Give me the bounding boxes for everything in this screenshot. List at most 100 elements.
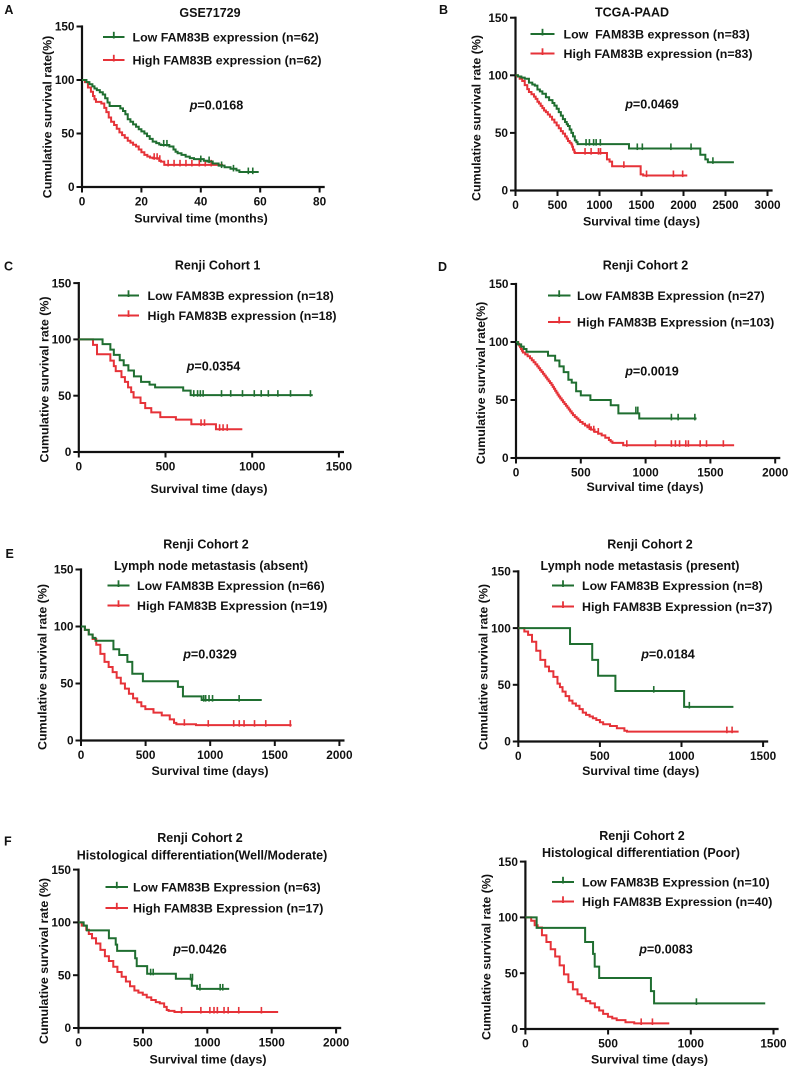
svg-text:0: 0 bbox=[76, 460, 83, 474]
svg-text:0: 0 bbox=[504, 735, 511, 749]
svg-text:1000: 1000 bbox=[586, 198, 613, 212]
svg-text:100: 100 bbox=[498, 911, 518, 925]
svg-text:0: 0 bbox=[67, 734, 74, 748]
svg-text:50: 50 bbox=[495, 393, 509, 407]
svg-text:Histological differentiation(W: Histological differentiation(Well/Modera… bbox=[77, 848, 327, 862]
svg-text:100: 100 bbox=[491, 621, 511, 635]
svg-text:Survival time (days): Survival time (days) bbox=[151, 764, 268, 778]
svg-text:150: 150 bbox=[491, 565, 511, 579]
svg-text:Cumulative survival rate (%): Cumulative survival rate (%) bbox=[469, 35, 483, 201]
svg-text:Renji Cohort 1: Renji Cohort 1 bbox=[175, 258, 260, 272]
svg-text:500: 500 bbox=[156, 460, 176, 474]
svg-text:150: 150 bbox=[54, 563, 74, 577]
svg-text:p=0.0426: p=0.0426 bbox=[172, 942, 227, 956]
svg-text:Low FAM83B expression (n=18): Low FAM83B expression (n=18) bbox=[148, 289, 334, 303]
svg-text:Survival time (days): Survival time (days) bbox=[583, 214, 700, 228]
svg-text:0: 0 bbox=[79, 195, 86, 209]
svg-text:150: 150 bbox=[55, 20, 75, 34]
svg-text:1500: 1500 bbox=[750, 749, 777, 763]
svg-text:Survival time (days): Survival time (days) bbox=[150, 482, 267, 496]
svg-text:High FAM83B expression (n=62): High FAM83B expression (n=62) bbox=[133, 53, 322, 67]
svg-text:Cumulative survival rate (%): Cumulative survival rate (%) bbox=[476, 584, 490, 750]
svg-text:High FAM83B Expression (n=19): High FAM83B Expression (n=19) bbox=[137, 599, 327, 613]
svg-text:500: 500 bbox=[136, 748, 156, 762]
svg-text:100: 100 bbox=[51, 916, 71, 930]
svg-text:40: 40 bbox=[194, 195, 208, 209]
svg-text:Low FAM83B expresson (n=83): Low FAM83B expresson (n=83) bbox=[564, 27, 750, 41]
svg-text:1000: 1000 bbox=[632, 466, 659, 480]
svg-text:Renji Cohort 2: Renji Cohort 2 bbox=[163, 537, 248, 551]
svg-text:500: 500 bbox=[571, 466, 591, 480]
svg-text:500: 500 bbox=[598, 1037, 618, 1051]
svg-text:20: 20 bbox=[135, 195, 149, 209]
svg-text:Survival time (days): Survival time (days) bbox=[582, 764, 699, 778]
svg-text:50: 50 bbox=[61, 127, 75, 141]
svg-text:TCGA-PAAD: TCGA-PAAD bbox=[595, 5, 669, 19]
svg-text:1500: 1500 bbox=[697, 466, 724, 480]
svg-text:E: E bbox=[6, 547, 14, 561]
svg-text:1500: 1500 bbox=[628, 198, 655, 212]
svg-text:Survival time (days): Survival time (days) bbox=[591, 1052, 708, 1066]
svg-text:Survival time (months): Survival time (months) bbox=[134, 211, 268, 225]
svg-text:2000: 2000 bbox=[323, 1036, 350, 1050]
svg-text:50: 50 bbox=[495, 126, 509, 140]
svg-text:Cumulative survival rate (%): Cumulative survival rate (%) bbox=[36, 584, 50, 750]
svg-text:1500: 1500 bbox=[326, 460, 353, 474]
svg-text:Renji Cohort 2: Renji Cohort 2 bbox=[607, 537, 692, 551]
svg-text:50: 50 bbox=[58, 389, 72, 403]
svg-text:0: 0 bbox=[64, 1021, 71, 1035]
svg-text:High FAM83B Expression (n=103): High FAM83B Expression (n=103) bbox=[577, 315, 774, 329]
svg-text:0: 0 bbox=[511, 1022, 518, 1036]
svg-text:150: 150 bbox=[51, 863, 71, 877]
svg-text:p=0.0329: p=0.0329 bbox=[182, 647, 237, 661]
svg-text:2000: 2000 bbox=[670, 198, 697, 212]
svg-text:Histological differentiation (: Histological differentiation (Poor) bbox=[542, 846, 740, 860]
svg-text:0: 0 bbox=[65, 445, 72, 459]
svg-text:0: 0 bbox=[522, 1037, 529, 1051]
svg-text:p=0.0168: p=0.0168 bbox=[189, 98, 244, 112]
svg-text:High FAM83B Expression (n=17): High FAM83B Expression (n=17) bbox=[133, 901, 323, 915]
svg-text:150: 150 bbox=[52, 276, 72, 290]
svg-text:0: 0 bbox=[78, 748, 85, 762]
svg-text:500: 500 bbox=[133, 1036, 153, 1050]
svg-text:1500: 1500 bbox=[760, 1037, 787, 1051]
svg-text:2500: 2500 bbox=[712, 198, 739, 212]
svg-text:150: 150 bbox=[498, 855, 518, 869]
svg-text:0: 0 bbox=[501, 184, 508, 198]
svg-text:Low FAM83B Expression (n=10): Low FAM83B Expression (n=10) bbox=[582, 875, 770, 889]
svg-text:Cumulative survival rate(%): Cumulative survival rate(%) bbox=[474, 302, 488, 465]
svg-text:150: 150 bbox=[489, 277, 509, 291]
svg-text:p=0.0469: p=0.0469 bbox=[624, 97, 679, 111]
svg-text:Low FAM83B Expression (n=63): Low FAM83B Expression (n=63) bbox=[133, 880, 321, 894]
svg-text:Cumulative survival rate(%): Cumulative survival rate(%) bbox=[40, 36, 54, 199]
svg-text:p=0.0083: p=0.0083 bbox=[638, 942, 693, 956]
svg-text:Renji Cohort 2: Renji Cohort 2 bbox=[603, 258, 688, 272]
svg-text:D: D bbox=[438, 260, 447, 274]
svg-text:0: 0 bbox=[512, 198, 519, 212]
svg-text:High FAM83B expression (n=18): High FAM83B expression (n=18) bbox=[148, 309, 337, 323]
svg-text:50: 50 bbox=[60, 677, 74, 691]
svg-text:Renji Cohort 2: Renji Cohort 2 bbox=[599, 829, 684, 843]
svg-text:Cumulative survival rate (%): Cumulative survival rate (%) bbox=[37, 878, 51, 1044]
svg-text:100: 100 bbox=[489, 335, 509, 349]
svg-text:1000: 1000 bbox=[678, 1037, 705, 1051]
svg-text:60: 60 bbox=[254, 195, 268, 209]
svg-text:Cumulative survival rate (%): Cumulative survival rate (%) bbox=[479, 874, 493, 1040]
svg-text:100: 100 bbox=[52, 333, 72, 347]
svg-text:C: C bbox=[4, 260, 13, 274]
svg-text:80: 80 bbox=[313, 195, 327, 209]
svg-text:3000: 3000 bbox=[754, 198, 781, 212]
svg-text:p=0.0354: p=0.0354 bbox=[186, 359, 241, 373]
svg-text:500: 500 bbox=[590, 749, 610, 763]
svg-text:High FAM83B Expression (n=40): High FAM83B Expression (n=40) bbox=[582, 895, 772, 909]
svg-text:Lymph node metastasis (present: Lymph node metastasis (present) bbox=[541, 559, 740, 573]
svg-text:Renji Cohort 2: Renji Cohort 2 bbox=[157, 831, 242, 845]
svg-text:Low FAM83B Expression (n=27): Low FAM83B Expression (n=27) bbox=[577, 289, 765, 303]
svg-text:Low FAM83B expression (n=62): Low FAM83B expression (n=62) bbox=[133, 30, 319, 44]
svg-text:1000: 1000 bbox=[668, 749, 695, 763]
svg-text:High FAM83B Expression (n=37): High FAM83B Expression (n=37) bbox=[582, 600, 772, 614]
svg-text:0: 0 bbox=[75, 1036, 82, 1050]
svg-text:2000: 2000 bbox=[762, 466, 789, 480]
svg-text:p=0.0184: p=0.0184 bbox=[640, 647, 695, 661]
svg-text:100: 100 bbox=[488, 69, 508, 83]
